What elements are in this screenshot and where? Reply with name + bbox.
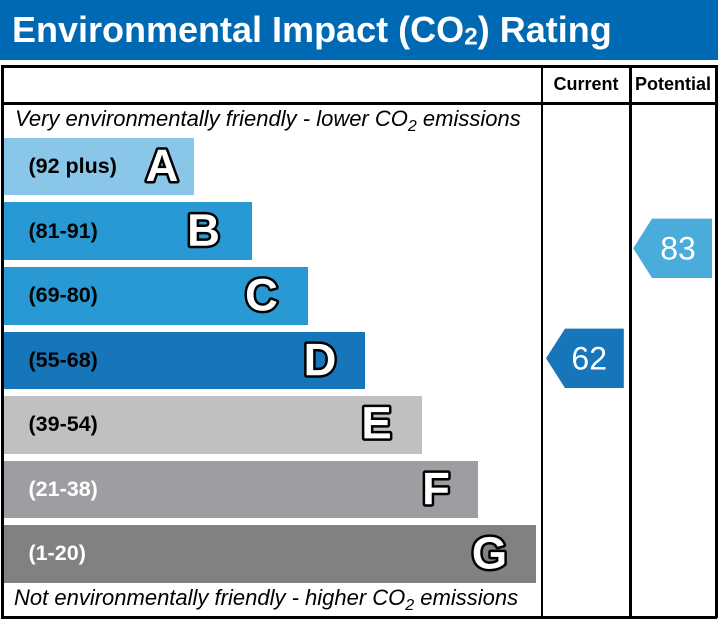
svg-text:83: 83 — [660, 231, 696, 267]
svg-text:62: 62 — [571, 341, 607, 377]
